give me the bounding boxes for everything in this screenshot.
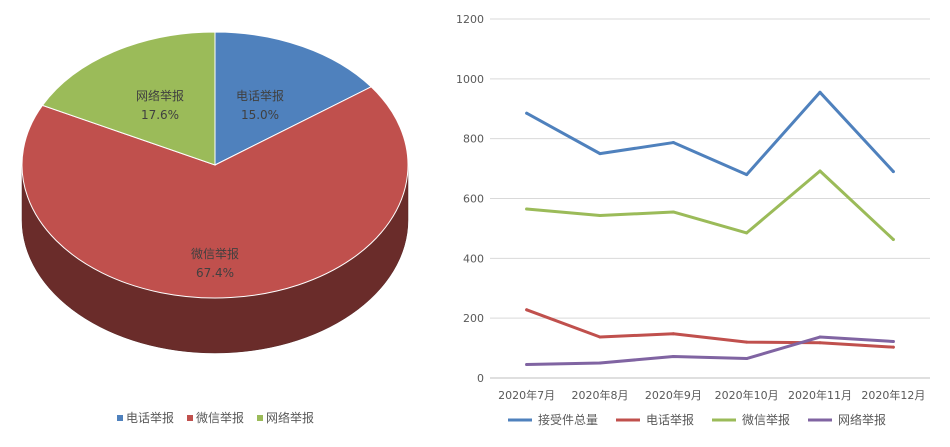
data-point: [818, 169, 822, 173]
legend-label: 电话举报: [646, 412, 694, 427]
legend-label: 微信举报: [742, 412, 790, 427]
x-tick-label: 2020年7月: [498, 388, 555, 402]
series-lines: [525, 90, 895, 367]
line-legend: 接受件总量 电话举报 微信举报 网络举报: [508, 412, 886, 427]
pie-percent-label: 67.4%: [196, 266, 234, 280]
pie-labels: 电话举报 15.0% 微信举报 67.4% 网络举报 17.6%: [136, 88, 284, 280]
data-point: [891, 170, 895, 174]
data-point: [671, 141, 675, 145]
legend-label: 电话举报: [126, 410, 174, 425]
pie-slice-1: [21, 86, 409, 299]
pie-percent-label: 17.6%: [141, 108, 179, 122]
pie-slice-2: [41, 31, 216, 166]
data-point: [745, 357, 749, 361]
y-tick-label: 400: [463, 252, 484, 265]
legend-label: 接受件总量: [538, 412, 598, 427]
data-point: [598, 214, 602, 218]
data-point: [525, 207, 529, 211]
y-tick-label: 800: [463, 133, 484, 146]
legend-label: 微信举报: [196, 410, 244, 425]
y-tick-labels: 0 200 400 600 800 1000 1200: [456, 13, 484, 385]
data-point: [525, 363, 529, 367]
y-tick-label: 600: [463, 193, 484, 206]
legend-label: 网络举报: [838, 412, 886, 427]
pie-percent-label: 15.0%: [241, 108, 279, 122]
data-point: [891, 237, 895, 241]
x-tick-labels: 2020年7月 2020年8月 2020年9月 2020年10月 2020年11月 202…: [498, 388, 925, 402]
data-point: [598, 361, 602, 365]
data-point: [598, 335, 602, 339]
data-point: [818, 341, 822, 345]
y-tick-label: 1200: [456, 13, 484, 26]
series-line-3: [525, 335, 895, 367]
data-point: [891, 345, 895, 349]
series-line-0: [525, 90, 895, 177]
pie-legend: 电话举报 微信举报 网络举报: [117, 410, 314, 425]
pie-slices: [21, 31, 409, 299]
y-tick-label: 0: [477, 372, 484, 385]
x-tick-label: 2020年11月: [788, 388, 852, 402]
series-line-2: [525, 169, 895, 241]
pie-category-label: 微信举报: [191, 246, 239, 261]
series-line-1: [525, 308, 895, 349]
x-tick-label: 2020年9月: [645, 388, 702, 402]
data-point: [598, 152, 602, 156]
x-tick-label: 2020年12月: [861, 388, 925, 402]
y-gridlines: [490, 18, 930, 379]
pie-slice-0: [214, 31, 373, 166]
legend-swatch: [187, 415, 193, 421]
data-point: [891, 340, 895, 344]
data-point: [525, 308, 529, 312]
legend-swatch: [257, 415, 263, 421]
data-point: [745, 231, 749, 235]
x-tick-label: 2020年8月: [572, 388, 629, 402]
data-point: [818, 90, 822, 94]
data-point: [671, 210, 675, 214]
data-point: [671, 354, 675, 358]
data-point: [671, 332, 675, 336]
legend-swatch: [117, 415, 123, 421]
data-point: [525, 111, 529, 115]
data-point: [818, 335, 822, 339]
data-point: [745, 340, 749, 344]
legend-label: 网络举报: [266, 410, 314, 425]
pie-category-label: 电话举报: [236, 88, 284, 103]
y-tick-label: 200: [463, 312, 484, 325]
x-tick-label: 2020年10月: [715, 388, 779, 402]
pie-category-label: 网络举报: [136, 88, 184, 103]
y-tick-label: 1000: [456, 73, 484, 86]
data-point: [745, 173, 749, 177]
